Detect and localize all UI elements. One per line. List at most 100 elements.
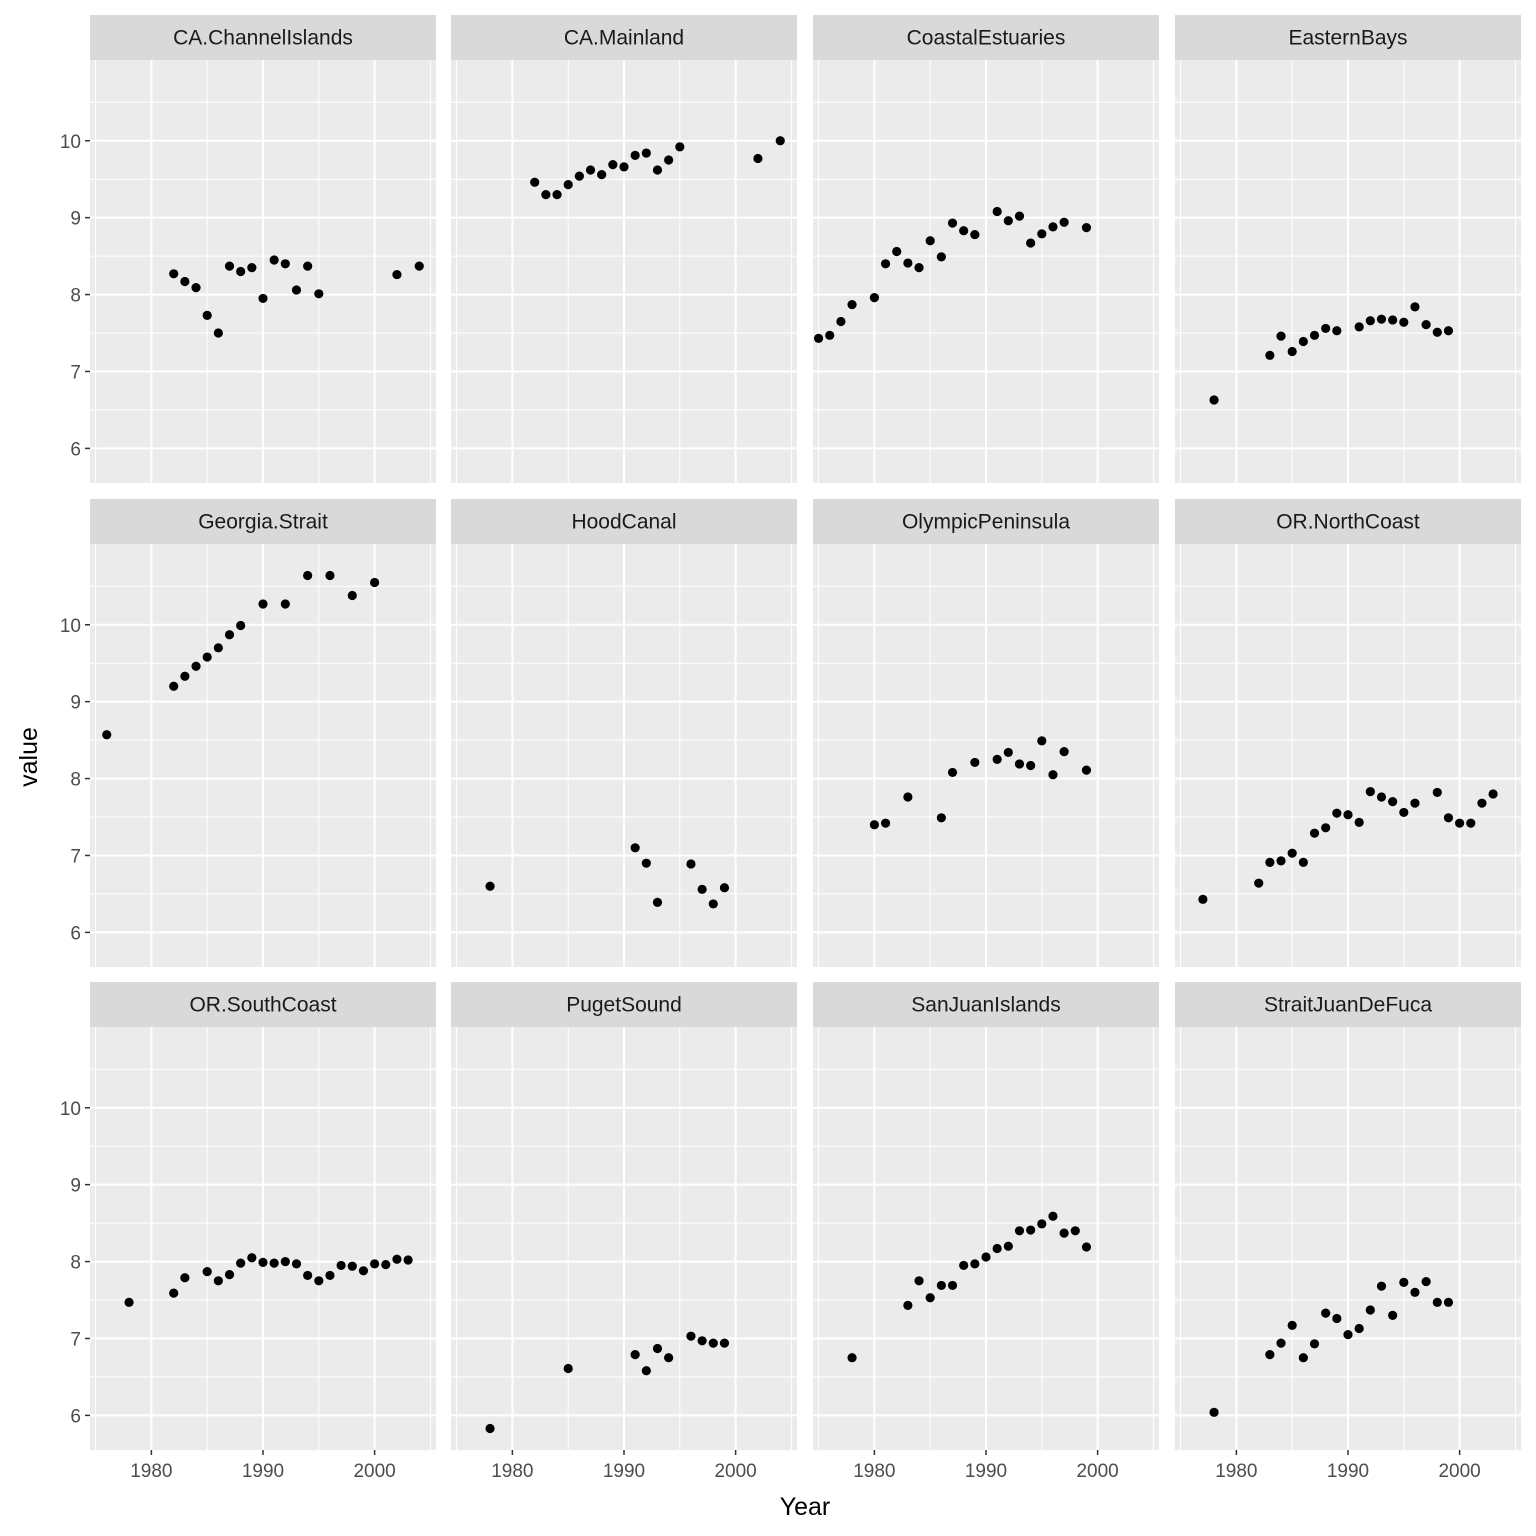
x-tick-label: 2000 (1076, 1461, 1118, 1482)
y-tick-label: 9 (70, 693, 81, 714)
x-tick-label: 2000 (1438, 1461, 1480, 1482)
data-point (1059, 217, 1069, 227)
data-point (825, 330, 835, 340)
data-point (1059, 1228, 1069, 1238)
data-point (630, 843, 640, 853)
data-point (1321, 323, 1331, 334)
y-tick-label: 8 (70, 770, 81, 791)
data-point (641, 858, 651, 868)
data-point (664, 155, 674, 165)
y-tick-label: 10 (60, 132, 81, 153)
data-point (485, 881, 495, 891)
y-tick-label: 10 (60, 616, 81, 637)
data-point (213, 328, 223, 338)
data-point (247, 1253, 257, 1263)
data-point (258, 1257, 268, 1267)
facet-strip (451, 15, 797, 60)
data-point (719, 883, 730, 893)
data-point (1354, 817, 1364, 828)
y-tick-label: 6 (70, 439, 81, 460)
data-point (1399, 317, 1409, 327)
data-point (652, 897, 663, 907)
data-point (630, 1350, 640, 1360)
data-point (936, 1280, 946, 1291)
y-tick-label: 10 (60, 1099, 81, 1120)
data-point (903, 792, 913, 802)
data-point (303, 570, 313, 581)
data-point (992, 754, 1002, 764)
data-point (947, 767, 958, 778)
data-point (641, 148, 651, 158)
x-tick-label: 1980 (130, 1461, 172, 1482)
data-point (1265, 857, 1275, 868)
data-point (847, 299, 857, 310)
facet-strip (451, 499, 797, 544)
data-point (1332, 808, 1342, 818)
data-point (1432, 787, 1442, 798)
data-point (1309, 1339, 1320, 1349)
facet-panel: OlympicPeninsula (813, 499, 1159, 972)
data-point (1388, 797, 1398, 807)
data-point (652, 165, 663, 175)
data-point (1081, 223, 1092, 233)
data-point (1376, 1281, 1387, 1291)
data-point (392, 1254, 402, 1264)
data-point (1410, 1287, 1420, 1297)
data-point (1276, 1338, 1286, 1348)
facet-strip-label: StraitJuanDeFuca (1264, 994, 1432, 1017)
data-point (291, 285, 302, 295)
x-tick-label: 2000 (353, 1461, 395, 1482)
data-point (1048, 1211, 1058, 1221)
y-tick-label: 7 (70, 1329, 81, 1350)
data-point (597, 169, 607, 180)
data-point (236, 620, 246, 631)
data-point (314, 289, 324, 299)
y-tick-label: 9 (70, 209, 81, 230)
data-point (574, 171, 584, 181)
data-point (325, 570, 335, 581)
facet-strip (813, 499, 1159, 544)
data-point (836, 316, 846, 327)
data-point (325, 1270, 335, 1281)
data-point (1321, 823, 1331, 833)
data-point (213, 1276, 223, 1286)
facet-strip (813, 982, 1159, 1027)
facet-strip-label: SanJuanIslands (911, 994, 1060, 1017)
facet-panel: CA.ChannelIslands 6 7 8 9 10 (60, 15, 436, 488)
data-point (1421, 319, 1431, 330)
data-point (169, 1288, 179, 1298)
data-point (191, 283, 201, 293)
data-point (892, 246, 902, 257)
data-point (936, 252, 946, 262)
data-point (708, 1338, 718, 1348)
data-point (1365, 316, 1375, 326)
data-point (585, 165, 596, 175)
data-point (1354, 322, 1364, 332)
facet-panel: EasternBays (1175, 15, 1521, 488)
data-point (180, 671, 190, 681)
data-point (686, 1331, 696, 1341)
data-point (686, 859, 696, 869)
data-point (202, 310, 212, 320)
facet-strip (1175, 982, 1521, 1027)
data-point (485, 1423, 495, 1434)
data-point (1037, 1219, 1047, 1229)
data-point (291, 1259, 302, 1269)
y-tick-label: 6 (70, 1406, 81, 1427)
data-point (1410, 798, 1420, 808)
facet-strip-label: PugetSound (566, 994, 682, 1017)
facet-panel: StraitJuanDeFuca 1980 1990 2000 (1175, 982, 1521, 1482)
data-point (992, 206, 1002, 217)
data-point (1376, 314, 1387, 324)
facet-strip-label: CA.Mainland (564, 27, 684, 50)
data-point (236, 1258, 246, 1268)
data-point (381, 1260, 391, 1270)
data-point (641, 1366, 651, 1376)
facet-strip-label: HoodCanal (571, 511, 676, 534)
data-point (1343, 810, 1353, 820)
data-point (697, 1336, 707, 1346)
data-point (303, 1270, 313, 1281)
y-tick-label: 7 (70, 846, 81, 867)
facet-strip (451, 982, 797, 1027)
